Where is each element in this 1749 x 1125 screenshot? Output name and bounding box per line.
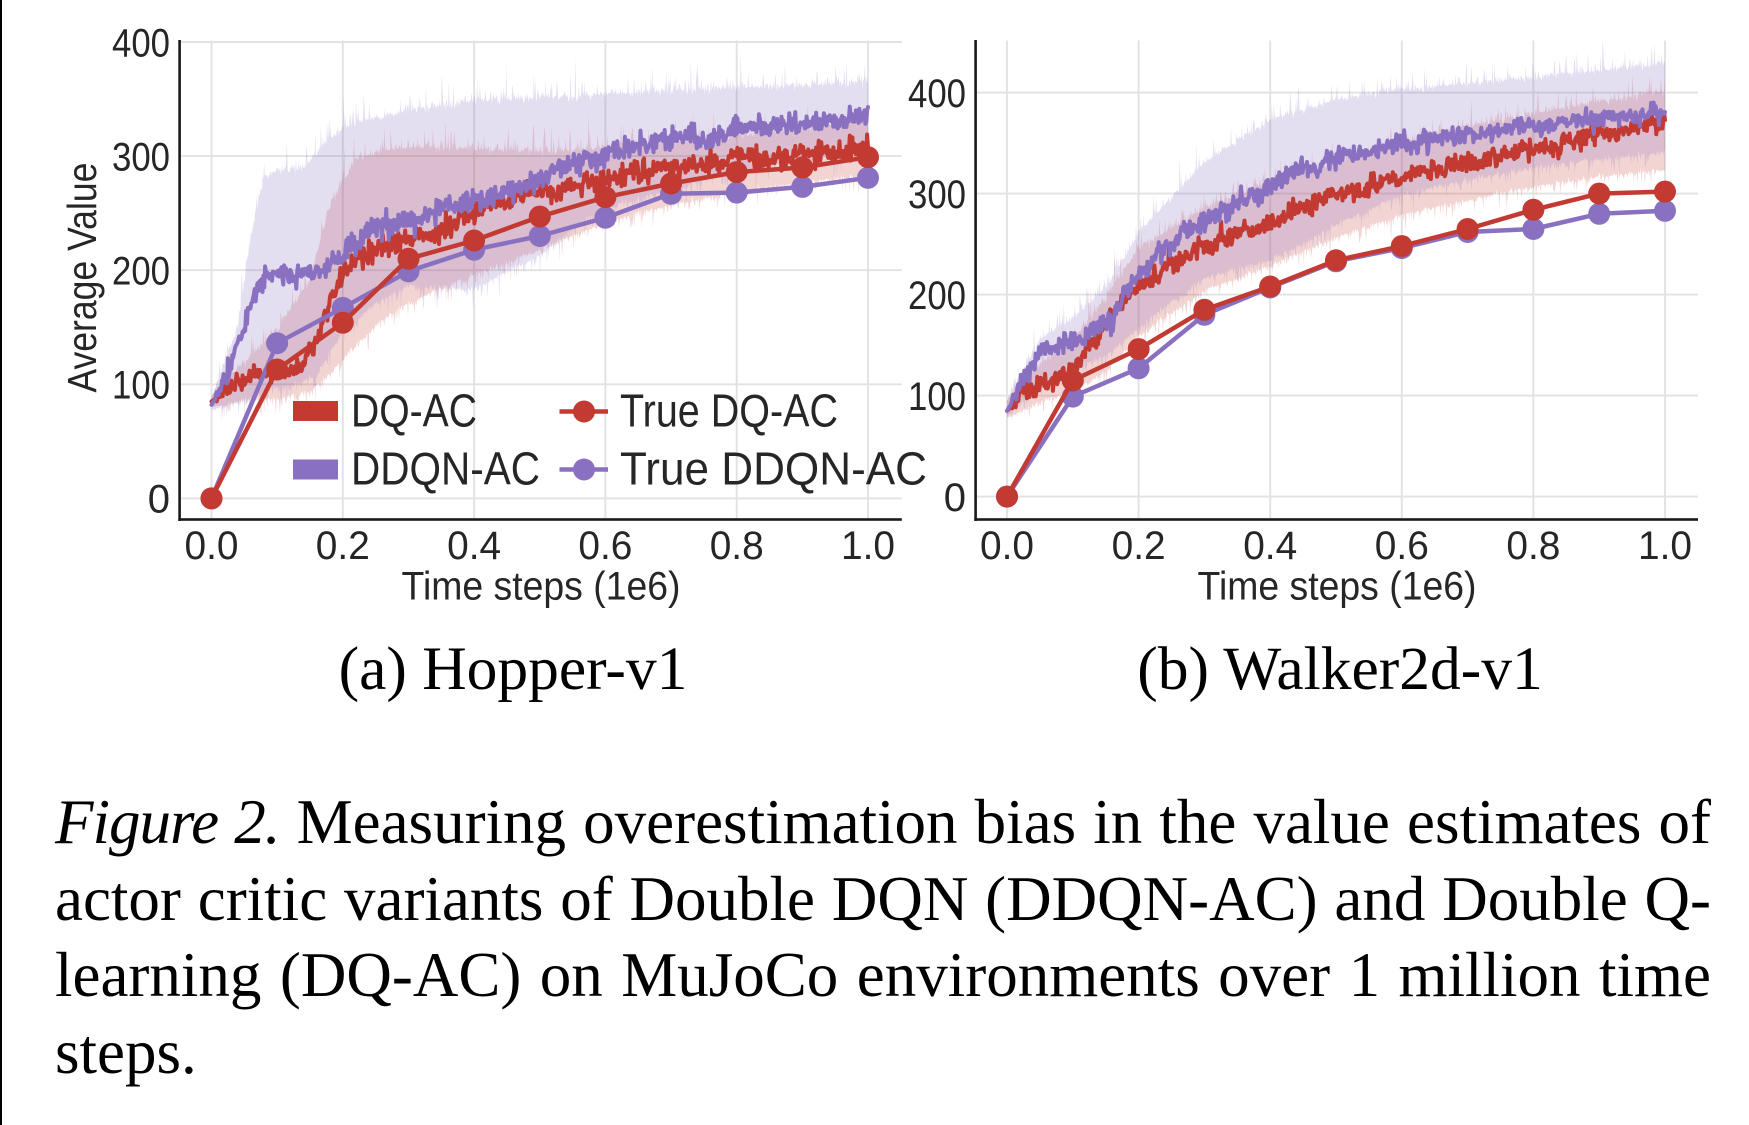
svg-text:300: 300	[112, 135, 170, 179]
svg-text:0.8: 0.8	[710, 524, 764, 568]
svg-text:100: 100	[112, 364, 170, 408]
svg-text:0.4: 0.4	[1243, 524, 1297, 568]
svg-text:0.6: 0.6	[1375, 524, 1429, 568]
svg-text:Time steps (1e6): Time steps (1e6)	[1198, 565, 1477, 609]
svg-text:DQ-AC: DQ-AC	[351, 385, 477, 437]
svg-text:True DQ-AC: True DQ-AC	[620, 385, 838, 437]
svg-text:Average Value: Average Value	[59, 163, 105, 393]
svg-text:0: 0	[148, 478, 170, 522]
svg-text:200: 200	[112, 250, 170, 294]
svg-text:DDQN-AC: DDQN-AC	[351, 443, 540, 495]
svg-text:0.0: 0.0	[185, 524, 239, 568]
svg-text:0.0: 0.0	[980, 524, 1034, 568]
svg-text:0: 0	[944, 476, 966, 520]
svg-text:0.2: 0.2	[316, 524, 370, 568]
svg-text:400: 400	[908, 72, 966, 116]
svg-text:1.0: 1.0	[841, 524, 895, 568]
svg-text:100: 100	[908, 375, 966, 419]
svg-text:1.0: 1.0	[1638, 524, 1692, 568]
svg-text:0.2: 0.2	[1112, 524, 1166, 568]
svg-text:400: 400	[112, 21, 170, 65]
svg-text:0.6: 0.6	[578, 524, 632, 568]
svg-text:200: 200	[908, 274, 966, 318]
svg-text:0.4: 0.4	[447, 524, 501, 568]
svg-text:0.8: 0.8	[1506, 524, 1560, 568]
svg-text:True DDQN-AC: True DDQN-AC	[620, 443, 927, 495]
svg-text:Time steps (1e6): Time steps (1e6)	[402, 565, 681, 609]
svg-text:300: 300	[908, 173, 966, 217]
